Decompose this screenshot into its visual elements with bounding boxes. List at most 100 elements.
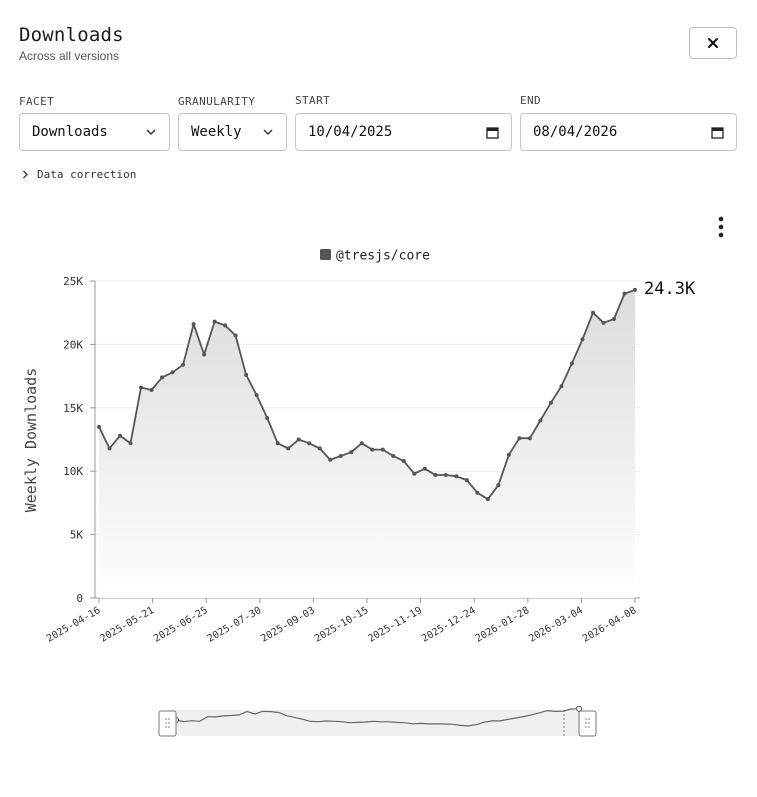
grip-dot-icon [588, 722, 590, 724]
data-point[interactable] [433, 473, 438, 478]
data-point[interactable] [527, 436, 532, 441]
x-tick-label: 2025-11-19 [366, 605, 424, 645]
data-point[interactable] [443, 473, 448, 478]
calendar-icon[interactable] [486, 126, 499, 139]
data-point[interactable] [170, 370, 175, 375]
data-point[interactable] [128, 441, 133, 446]
grip-dot-icon [585, 726, 587, 728]
data-point[interactable] [590, 310, 595, 315]
data-point[interactable] [349, 450, 354, 455]
data-point[interactable] [118, 433, 123, 438]
data-point[interactable] [380, 447, 385, 452]
data-point[interactable] [633, 287, 637, 292]
last-value-label: 24.3K [644, 279, 696, 299]
data-point[interactable] [307, 441, 312, 446]
end-date-input[interactable]: 08/04/2026 [520, 113, 737, 151]
grip-dot-icon [168, 718, 170, 720]
data-point[interactable] [496, 483, 501, 488]
data-point[interactable] [548, 400, 553, 405]
grip-dot-icon [168, 726, 170, 728]
chevron-down-icon [146, 129, 156, 135]
data-point[interactable] [286, 446, 291, 451]
data-point[interactable] [517, 436, 522, 441]
grip-dot-icon [165, 718, 167, 720]
data-point[interactable] [233, 333, 238, 338]
legend-swatch [320, 249, 331, 260]
data-point[interactable] [107, 446, 112, 451]
data-point[interactable] [611, 317, 616, 322]
data-point[interactable] [139, 385, 144, 390]
data-point[interactable] [275, 441, 280, 446]
y-tick-label: 10K [63, 465, 83, 478]
data-point[interactable] [454, 474, 459, 479]
grip-dot-icon [165, 726, 167, 728]
x-tick-label: 2025-12-24 [420, 605, 478, 645]
data-point[interactable] [202, 352, 207, 357]
brush-handle-right[interactable] [578, 710, 597, 737]
data-point[interactable] [223, 323, 228, 328]
data-point[interactable] [338, 453, 343, 458]
data-point[interactable] [601, 320, 606, 325]
data-point[interactable] [160, 375, 165, 380]
brush-track[interactable] [168, 710, 580, 736]
grip-dot-icon [585, 718, 587, 720]
x-tick-label: 2026-03-04 [527, 605, 585, 645]
facet-label: FACET [19, 95, 55, 108]
data-point[interactable] [391, 453, 396, 458]
y-tick-label: 15K [63, 402, 83, 415]
data-point[interactable] [506, 452, 511, 457]
calendar-icon[interactable] [711, 126, 724, 139]
data-point[interactable] [181, 362, 186, 367]
data-point[interactable] [559, 384, 564, 389]
brush-sparkline [175, 708, 580, 727]
data-point[interactable] [265, 415, 270, 420]
data-point[interactable] [569, 361, 574, 366]
data-point[interactable] [475, 490, 480, 495]
data-point[interactable] [317, 446, 322, 451]
grip-dot-icon [585, 722, 587, 724]
downloads-chart: 05K10K15K20K25K2025-04-162025-05-212025-… [22, 249, 696, 645]
start-date-input[interactable]: 10/04/2025 [295, 113, 512, 151]
more-vertical-icon[interactable] [712, 216, 730, 238]
data-point[interactable] [97, 424, 101, 429]
data-point[interactable] [485, 497, 490, 502]
data-point[interactable] [401, 459, 406, 464]
data-point[interactable] [244, 372, 249, 377]
data-correction-toggle[interactable]: Data correction [22, 168, 136, 181]
data-point[interactable] [191, 322, 196, 327]
y-tick-label: 20K [63, 338, 83, 351]
grip-dot-icon [588, 718, 590, 720]
page-title: Downloads [19, 24, 124, 46]
data-point[interactable] [538, 418, 543, 423]
data-point[interactable] [370, 447, 375, 452]
data-point[interactable] [212, 319, 217, 324]
data-point[interactable] [422, 466, 427, 471]
facet-select[interactable]: Downloads [19, 113, 170, 151]
data-point[interactable] [296, 437, 301, 442]
facet-value: Downloads [32, 124, 108, 140]
data-point[interactable] [464, 478, 469, 483]
data-point[interactable] [622, 291, 627, 296]
start-date-value: 10/04/2025 [308, 124, 393, 140]
close-button[interactable] [689, 27, 737, 59]
data-point[interactable] [149, 388, 154, 393]
y-axis-title: Weekly Downloads [22, 368, 40, 513]
range-brush[interactable] [150, 700, 600, 740]
data-point[interactable] [359, 441, 364, 446]
legend-label: @tresjs/core [336, 249, 430, 264]
x-tick-label: 2025-06-25 [152, 605, 210, 645]
data-point[interactable] [412, 471, 417, 476]
data-point[interactable] [328, 457, 333, 462]
data-point[interactable] [254, 393, 259, 398]
end-label: END [520, 94, 542, 107]
x-tick-label: 2025-10-15 [313, 605, 371, 645]
x-tick-label: 2026-01-28 [474, 605, 532, 645]
chevron-right-icon [23, 170, 28, 179]
close-icon [708, 38, 718, 48]
start-label: START [295, 94, 331, 107]
granularity-select[interactable]: Weekly [178, 113, 287, 151]
data-point[interactable] [580, 337, 585, 342]
x-tick-label: 2025-05-21 [98, 605, 156, 645]
granularity-label: GRANULARITY [178, 95, 256, 108]
brush-handle-left[interactable] [158, 710, 177, 737]
